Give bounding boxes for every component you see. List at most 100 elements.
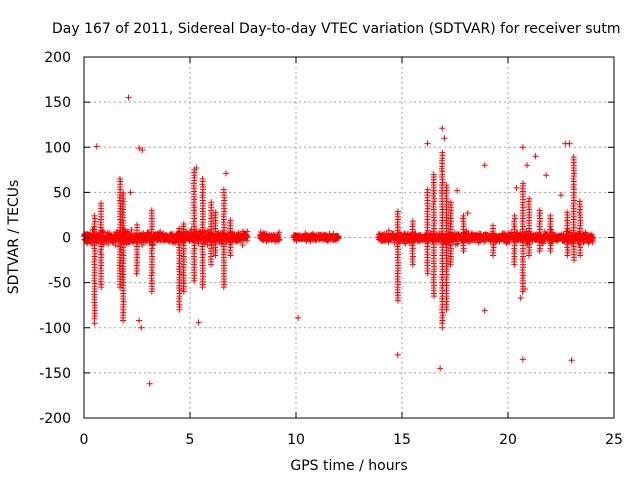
data-point (120, 190, 127, 197)
data-point (394, 351, 401, 358)
data-point (195, 319, 202, 326)
data-point (136, 317, 143, 324)
data-point (176, 287, 183, 294)
y-tick-label: 50 (53, 185, 71, 201)
data-point (526, 195, 533, 202)
data-point (136, 145, 143, 152)
data-point (176, 225, 183, 232)
data-point (536, 207, 543, 214)
data-point (448, 245, 455, 252)
data-point (244, 228, 251, 235)
data-point (511, 218, 518, 225)
data-point (520, 272, 527, 279)
data-point (93, 143, 100, 150)
data-point (459, 215, 466, 222)
data-point (447, 199, 454, 206)
data-point (220, 186, 227, 193)
data-point (511, 250, 518, 257)
data-point (391, 239, 398, 246)
data-point (431, 195, 438, 202)
data-point (566, 140, 573, 147)
data-point (430, 228, 437, 235)
data-point (512, 238, 519, 245)
data-point (409, 218, 416, 225)
y-tick-label: 100 (44, 140, 71, 156)
data-point (520, 180, 527, 187)
data-point (439, 149, 446, 156)
data-point (139, 242, 146, 249)
data-point (564, 220, 571, 227)
data-point (443, 217, 450, 224)
data-point (227, 220, 234, 227)
data-point (517, 294, 524, 301)
chart-title: Day 167 of 2011, Sidereal Day-to-day VTE… (52, 21, 621, 37)
data-point (125, 94, 132, 101)
data-point (576, 209, 583, 216)
data-point (190, 248, 197, 255)
data-point (439, 312, 446, 319)
data-point (454, 187, 461, 194)
data-point (91, 237, 98, 244)
y-tick-label: 150 (44, 95, 71, 111)
data-point (148, 207, 155, 214)
data-point (460, 212, 467, 219)
data-point (276, 229, 283, 236)
data-point (97, 248, 104, 255)
data-point (570, 238, 577, 245)
data-point (513, 184, 520, 191)
data-point (519, 144, 526, 151)
data-point (439, 125, 446, 132)
data-point (430, 201, 437, 208)
data-point (481, 307, 488, 314)
data-point (199, 175, 206, 182)
data-point (424, 140, 431, 147)
data-point (208, 199, 215, 206)
data-point (437, 365, 444, 372)
x-tick-label: 10 (287, 432, 305, 448)
data-point (199, 243, 206, 250)
data-point (116, 229, 123, 236)
data-point (536, 220, 543, 227)
x-tick-label: 5 (186, 432, 195, 448)
data-point (98, 251, 105, 258)
data-point (524, 162, 531, 169)
x-axis-label: GPS time / hours (290, 458, 407, 474)
data-point (443, 182, 450, 189)
data-point (443, 220, 450, 227)
data-point (180, 226, 187, 233)
x-axis-ticks: 0 5 10 15 20 25 (80, 57, 623, 448)
data-point (148, 272, 155, 279)
data-point (564, 228, 571, 235)
data-point (91, 280, 98, 287)
x-tick-label: 20 (499, 432, 517, 448)
data-point (295, 314, 302, 321)
data-point (564, 209, 571, 216)
y-tick-label: -200 (39, 411, 71, 427)
data-point (489, 222, 496, 229)
data-point (138, 324, 145, 331)
data-point (98, 200, 105, 207)
data-point (180, 220, 187, 227)
data-point (441, 135, 448, 142)
data-point (570, 154, 577, 161)
data-point (439, 324, 446, 331)
data-point (385, 227, 392, 234)
data-point (139, 146, 146, 153)
data-point (91, 320, 98, 327)
data-point (227, 247, 234, 254)
data-point (116, 248, 123, 255)
data-point (335, 233, 342, 240)
data-point (590, 235, 597, 242)
y-tick-label: 0 (62, 231, 71, 247)
y-tick-label: -50 (48, 276, 71, 292)
data-point (244, 234, 251, 241)
data-point (568, 357, 575, 364)
data-point (91, 212, 98, 219)
data-point (532, 153, 539, 160)
data-point (430, 239, 437, 246)
data-point (564, 222, 571, 229)
data-point (199, 221, 206, 228)
data-points (81, 94, 597, 387)
data-point (521, 285, 528, 292)
